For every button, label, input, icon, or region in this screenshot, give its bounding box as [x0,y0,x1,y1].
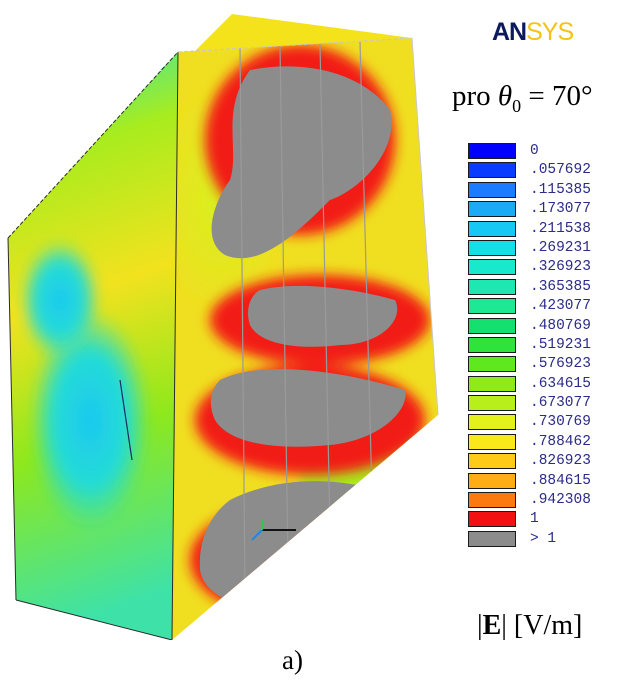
legend-entry: .173077 [468,200,618,219]
field-visualization [7,14,439,640]
legend-value: .326923 [530,259,591,276]
legend-entry: 1 [468,510,618,529]
theta-prefix: pro [452,80,498,112]
legend-entry: > 1 [468,530,618,549]
legend-entry: .057692 [468,161,618,180]
legend-value: .365385 [530,278,591,295]
legend-swatch [468,317,516,334]
legend-value: 0 [530,143,539,159]
legend-swatch [468,511,516,528]
legend-entry: .788462 [468,433,618,452]
legend-value: .576923 [530,356,591,373]
legend-value: .115385 [530,181,591,198]
legend-swatch [468,143,516,159]
unit-open: | [477,610,483,641]
legend-entry: .730769 [468,413,618,432]
legend-value: .826923 [530,453,591,470]
legend-swatch [468,220,516,237]
legend-entry: .634615 [468,375,618,394]
legend-value: .634615 [530,375,591,392]
legend-value: .423077 [530,298,591,315]
theta-label: pro θ0 = 70° [452,80,593,117]
legend-entry: .115385 [468,181,618,200]
legend-swatch [468,530,516,547]
legend-value: .480769 [530,317,591,334]
legend-value: .673077 [530,395,591,412]
legend-value: .173077 [530,201,591,218]
legend-swatch [468,181,516,198]
theta-suffix: = 70° [521,80,593,112]
legend-swatch [468,259,516,276]
legend-swatch [468,162,516,179]
legend-value: > 1 [530,530,557,547]
theta-subscript: 0 [512,95,522,116]
legend-entry: .942308 [468,491,618,510]
legend-swatch [468,239,516,256]
legend-swatch [468,414,516,431]
legend-entry: .826923 [468,452,618,471]
legend-entry: .269231 [468,239,618,258]
color-legend: 0 .057692 .115385 .173077 .211538 .269231 .326… [468,142,618,549]
legend-value: .884615 [530,472,591,489]
legend-swatch [468,453,516,470]
legend-entry: .884615 [468,472,618,491]
legend-swatch [468,375,516,392]
legend-swatch [468,298,516,315]
legend-entry: .211538 [468,220,618,239]
ansys-logo: ANSYS [492,18,574,47]
legend-swatch [468,336,516,353]
legend-value: .269231 [530,239,591,256]
legend-value: .057692 [530,162,591,179]
block-top-face [8,14,412,238]
logo-part-an: AN [492,18,527,46]
theta-symbol: θ [497,80,513,112]
legend-entry: 0 [468,142,618,161]
legend-swatch [468,356,516,373]
legend-swatch [468,278,516,295]
legend-value: .730769 [530,414,591,431]
unit-close: | [V/m] [501,610,583,641]
legend-value: .519231 [530,336,591,353]
unit-label: |E| [V/m] [477,610,582,642]
legend-value: .942308 [530,492,591,509]
legend-swatch [468,395,516,412]
legend-value: .788462 [530,433,591,450]
legend-swatch [468,492,516,509]
legend-entry: .326923 [468,258,618,277]
legend-entry: .480769 [468,317,618,336]
legend-entry: .423077 [468,297,618,316]
legend-entry: .576923 [468,355,618,374]
legend-entry: .519231 [468,336,618,355]
panel-label: a) [282,645,303,675]
legend-value: 1 [530,511,539,528]
logo-part-sys: SYS [526,18,574,46]
legend-entry: .365385 [468,278,618,297]
legend-entry: .673077 [468,394,618,413]
legend-swatch [468,201,516,218]
legend-swatch [468,433,516,450]
legend-value: .211538 [530,220,591,237]
unit-symbol: E [482,610,502,641]
legend-swatch [468,472,516,489]
